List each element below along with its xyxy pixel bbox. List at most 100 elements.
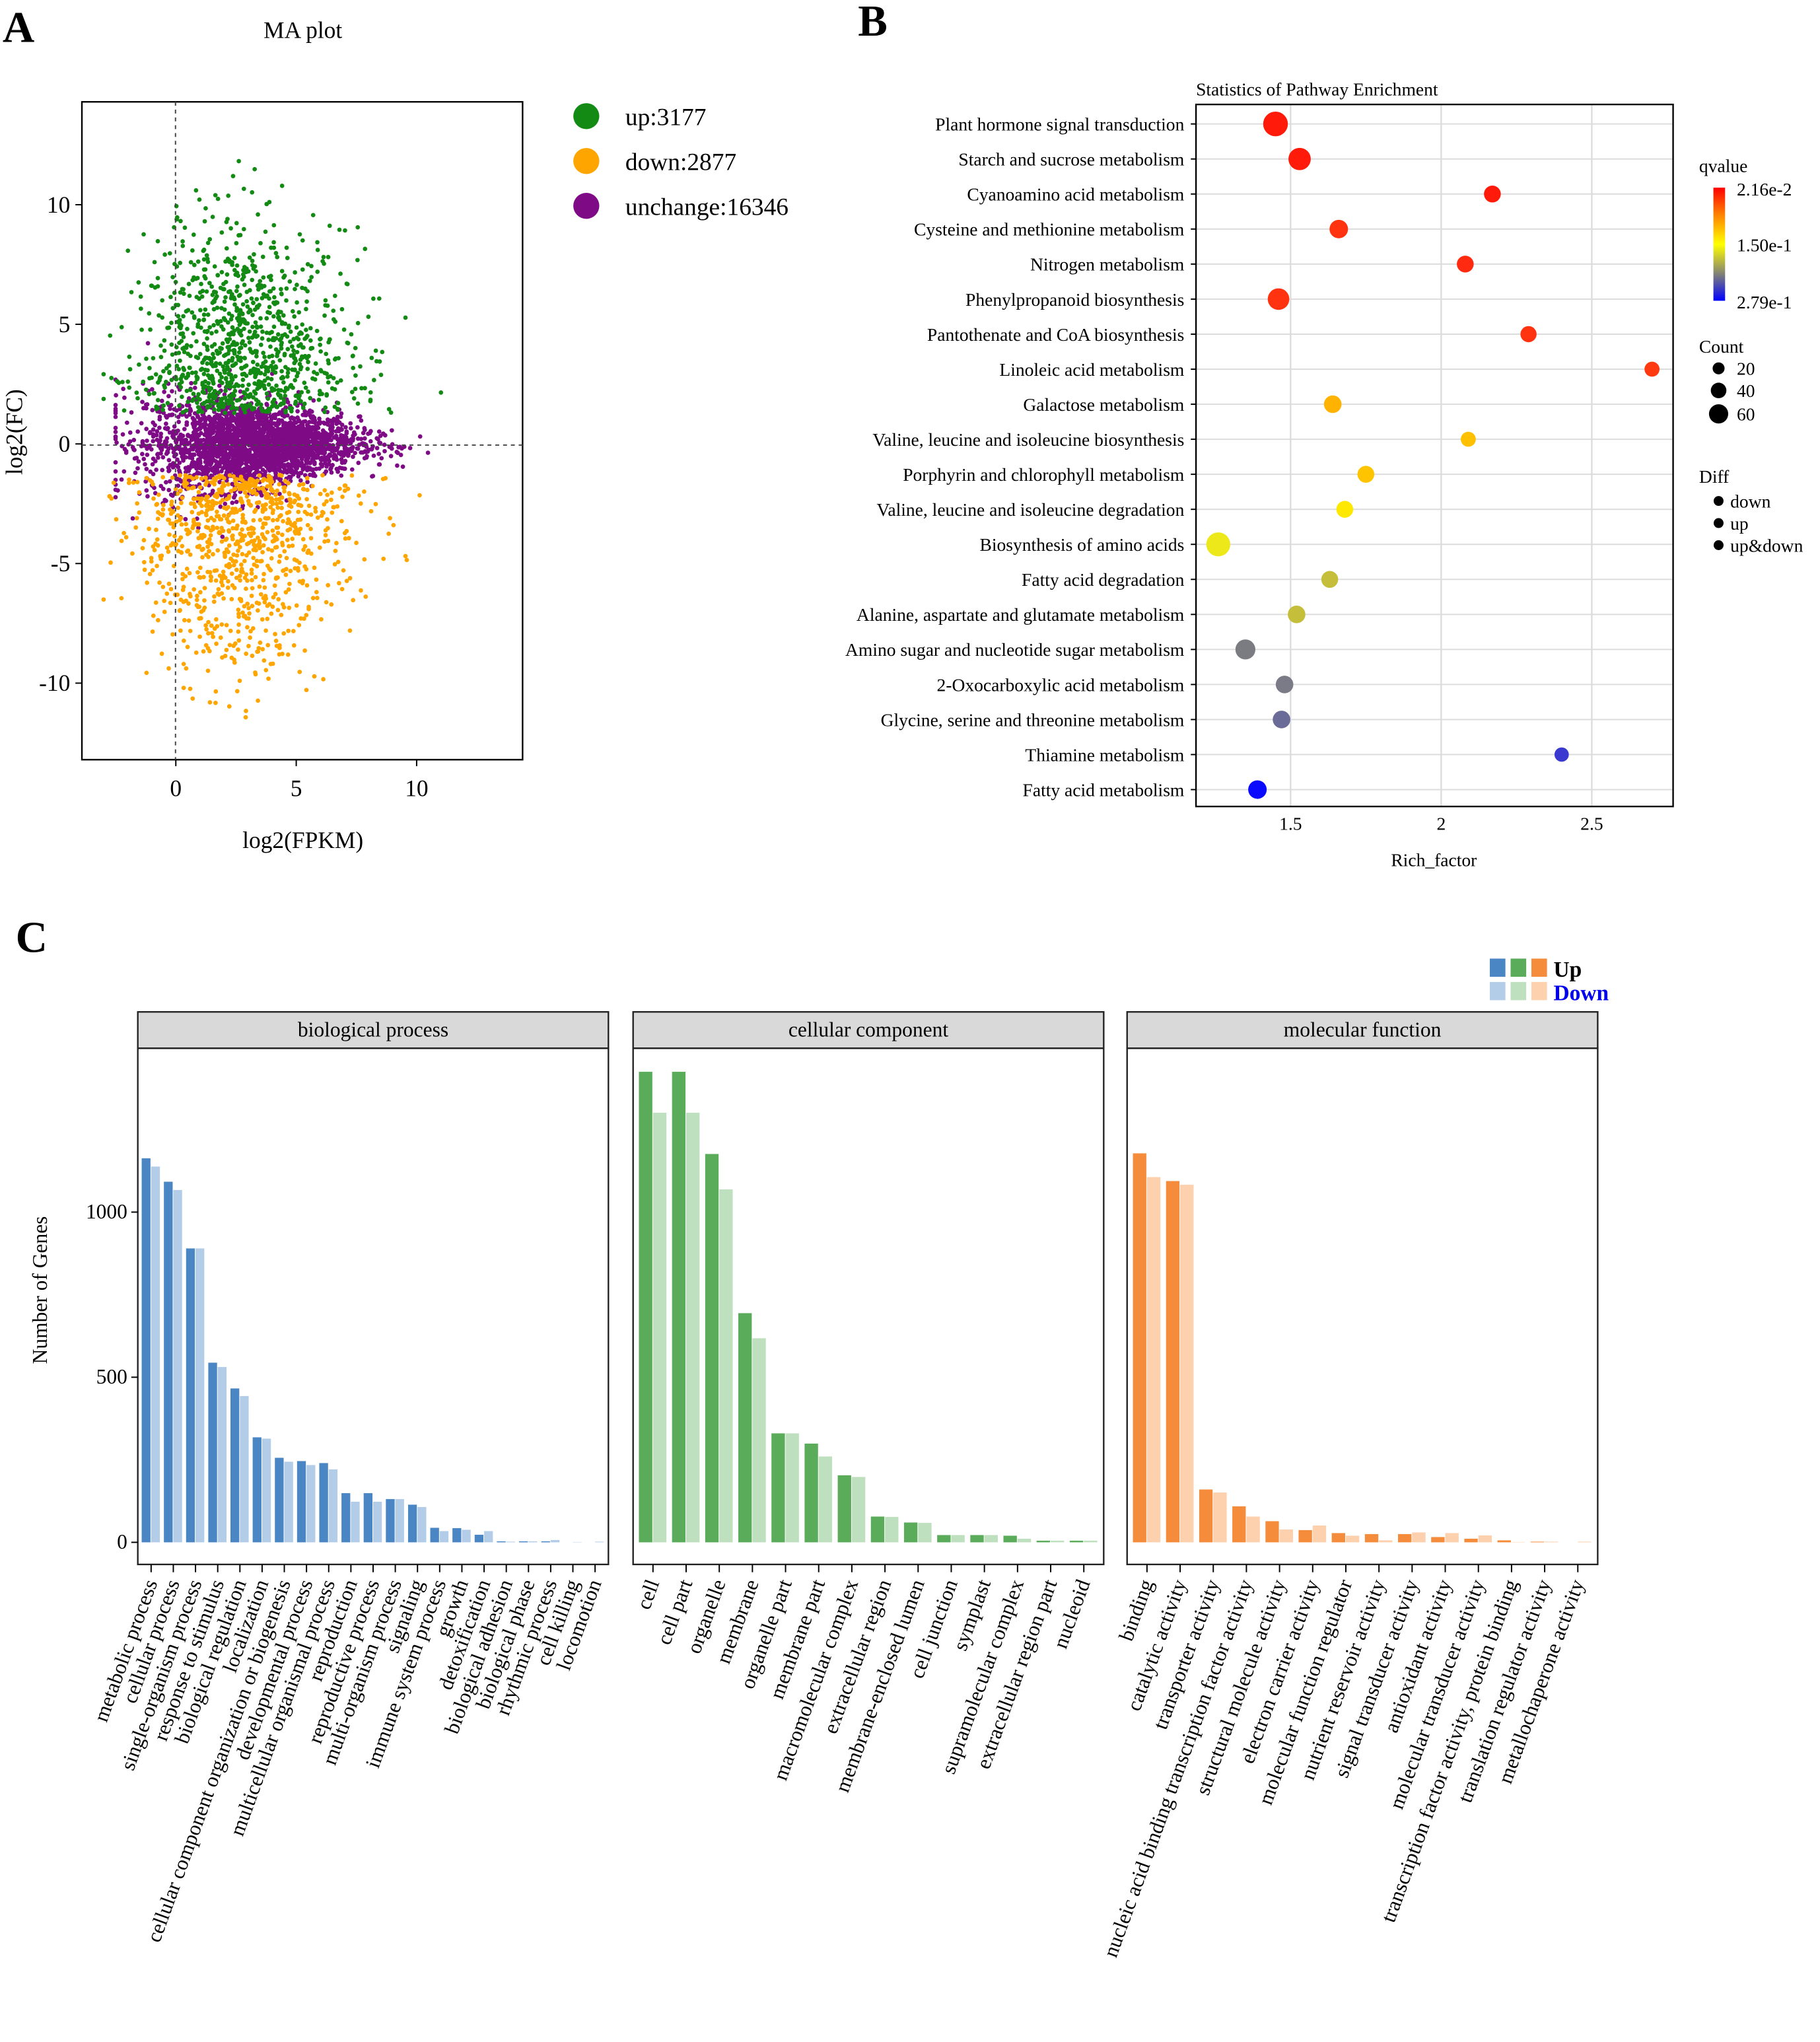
ma-point-down	[166, 517, 172, 522]
bar-down	[685, 1112, 700, 1543]
ma-point-unchange	[255, 448, 260, 454]
ma-point-up	[438, 390, 444, 395]
ma-point-down	[251, 518, 256, 523]
ma-point-unchange	[255, 412, 260, 417]
ma-point-up	[285, 374, 290, 379]
ma-point-down	[257, 584, 262, 589]
ma-point-down	[197, 522, 201, 527]
ma-point-up	[213, 296, 218, 301]
ma-point-unchange	[231, 460, 236, 466]
pathway-bubble	[1644, 361, 1660, 377]
ma-point-unchange	[130, 444, 135, 450]
ma-point-down	[256, 646, 262, 651]
ma-point-up	[135, 396, 140, 401]
ma-point-unchange	[278, 448, 283, 453]
ma-point-up	[244, 269, 249, 275]
ma-point-down	[322, 488, 328, 493]
ma-point-unchange	[265, 439, 270, 444]
bar-down	[1511, 1541, 1525, 1543]
ma-point-up	[157, 313, 161, 318]
ma-point-unchange	[295, 466, 299, 471]
ma-point-unchange	[297, 431, 302, 436]
ma-point-up	[232, 256, 237, 260]
ma-point-up	[323, 405, 328, 410]
ma-point-up	[363, 246, 368, 252]
pathway-bubble	[1275, 676, 1294, 693]
ma-point-unchange	[190, 415, 195, 421]
ma-point-up	[241, 186, 246, 192]
ma-point-unchange	[279, 452, 284, 458]
ma-point-up	[232, 388, 238, 394]
ma-point-unchange	[371, 453, 376, 458]
ma-point-down	[247, 611, 252, 616]
ma-point-up	[300, 238, 305, 243]
ma-point-unchange	[272, 462, 277, 467]
ma-point-down	[228, 564, 232, 569]
ma-point-down	[181, 662, 186, 666]
ma-point-down	[178, 516, 184, 520]
ma-point-up	[219, 269, 225, 275]
ma-point-up	[309, 264, 314, 269]
ma-point-unchange	[215, 415, 220, 419]
ma-point-down	[273, 492, 278, 497]
ma-point-up	[134, 390, 139, 395]
ma-point-unchange	[311, 398, 316, 403]
ma-point-unchange	[190, 456, 195, 461]
ma-point-unchange	[164, 413, 168, 419]
pathway-label: Pantothenate and CoA biosynthesis	[927, 324, 1184, 345]
ma-point-down	[223, 575, 228, 581]
ma-point-up	[376, 296, 382, 301]
ma-point-down	[205, 540, 210, 545]
count-legend-label: 20	[1737, 359, 1755, 379]
ma-point-up	[207, 388, 212, 393]
ma-point-down	[242, 559, 247, 563]
ma-point-down	[142, 567, 147, 573]
bar-down	[1180, 1184, 1194, 1543]
ma-point-unchange	[223, 420, 228, 425]
ma-point-up	[314, 371, 320, 376]
ma-point-unchange	[174, 463, 179, 468]
ma-point-down	[339, 586, 345, 592]
ma-point-unchange	[254, 461, 259, 466]
ma-point-down	[198, 616, 203, 621]
ma-point-up	[296, 337, 301, 342]
ma-point-down	[258, 640, 263, 645]
ma-point-down	[255, 478, 260, 483]
ma-point-unchange	[189, 437, 194, 442]
ma-point-up	[184, 388, 190, 394]
ma-point-up	[263, 409, 268, 414]
ma-point-unchange	[162, 390, 166, 394]
ma-point-down	[155, 516, 160, 521]
ma-point-up	[189, 343, 193, 349]
ma-point-unchange	[310, 453, 315, 458]
ma-point-up	[298, 367, 303, 372]
ma-point-up	[351, 365, 356, 370]
ma-point-down	[200, 555, 205, 560]
bar-down	[1478, 1535, 1492, 1543]
ma-point-unchange	[250, 431, 254, 437]
ma-point-up	[227, 358, 232, 363]
ma-point-down	[238, 538, 244, 544]
ma-point-up	[261, 275, 266, 280]
ma-point-down	[363, 594, 368, 599]
bar-up	[208, 1362, 217, 1543]
ma-point-up	[293, 378, 298, 383]
ma-point-down	[362, 557, 367, 562]
ma-point-down	[234, 481, 238, 487]
bar-down	[719, 1189, 733, 1543]
count-legend-dot	[1708, 404, 1729, 424]
ma-point-up	[295, 349, 300, 355]
ma-point-unchange	[293, 440, 298, 446]
ma-point-unchange	[355, 425, 360, 430]
ma-point-down	[188, 629, 193, 633]
ma-point-up	[197, 397, 202, 402]
ma-point-down	[134, 516, 139, 520]
count-legend-title: Count	[1699, 336, 1744, 357]
ma-point-down	[141, 559, 147, 565]
ma-point-down	[282, 549, 287, 554]
ma-point-up	[218, 318, 223, 324]
ma-point-unchange	[293, 448, 298, 452]
ma-point-unchange	[400, 464, 405, 469]
ma-point-unchange	[165, 450, 170, 455]
ma-point-unchange	[339, 411, 344, 416]
